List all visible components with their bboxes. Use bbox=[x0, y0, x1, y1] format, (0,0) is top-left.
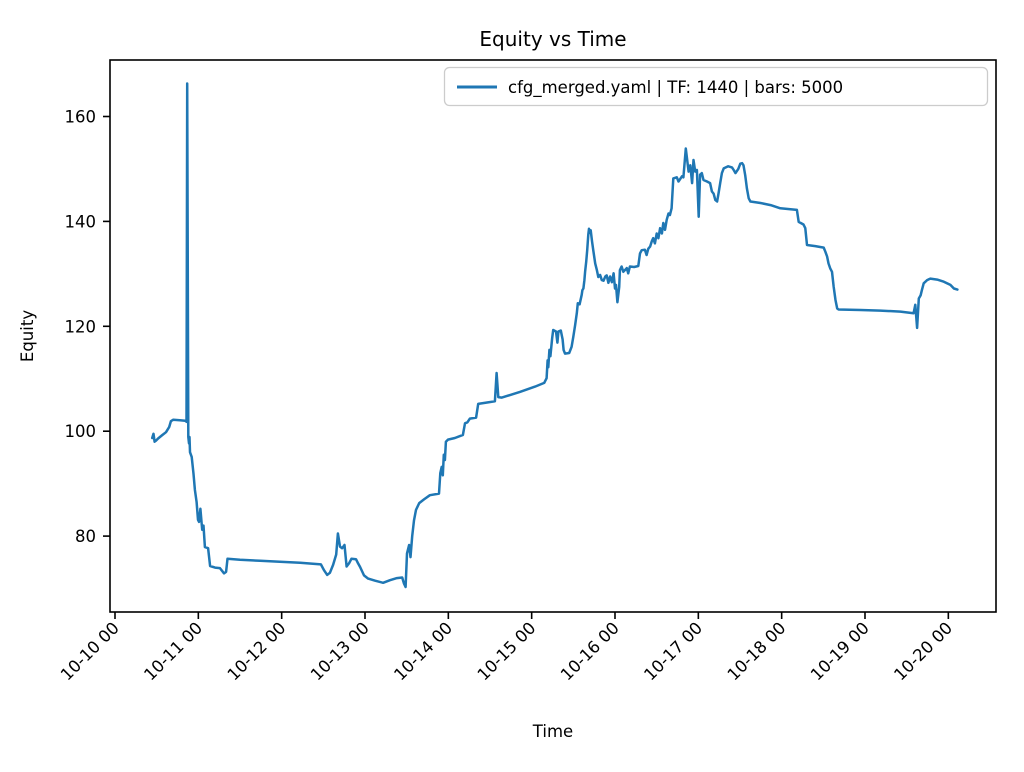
x-tick-label: 10-18 00 bbox=[724, 618, 790, 684]
legend-label: cfg_merged.yaml | TF: 1440 | bars: 5000 bbox=[508, 78, 843, 98]
y-tick-label: 100 bbox=[65, 422, 97, 441]
y-tick-label: 140 bbox=[65, 212, 97, 231]
plot-area: 10-10 00 10-11 00 10-12 00 10-13 00 10-14 00… bbox=[57, 59, 997, 684]
x-tick-label: 10-13 00 bbox=[307, 618, 373, 684]
x-tick-label: 10-10 00 bbox=[57, 618, 123, 684]
y-tick-label: 120 bbox=[65, 317, 97, 336]
legend-box bbox=[443, 66, 989, 107]
y-tick-label: 80 bbox=[75, 527, 96, 546]
legend: cfg_merged.yaml | TF: 1440 | bars: 5000 bbox=[443, 66, 989, 107]
x-tick-label: 10-12 00 bbox=[224, 618, 290, 684]
x-tick-label: 10-19 00 bbox=[807, 618, 873, 684]
x-tick-label: 10-17 00 bbox=[640, 618, 706, 684]
x-tick-label: 10-11 00 bbox=[140, 618, 206, 684]
x-tick-label: 10-15 00 bbox=[474, 618, 540, 684]
y-tick-label: 160 bbox=[65, 108, 97, 127]
chart-title: Equity vs Time bbox=[479, 27, 626, 51]
y-axis-label: Equity bbox=[18, 310, 37, 362]
x-tick-label: 10-14 00 bbox=[390, 618, 456, 684]
x-tick-label: 10-20 00 bbox=[890, 618, 956, 684]
axes-spines bbox=[109, 59, 997, 613]
x-axis-label: Time bbox=[532, 722, 573, 741]
equity-series-line bbox=[150, 82, 959, 589]
x-tick-label: 10-16 00 bbox=[557, 618, 623, 684]
